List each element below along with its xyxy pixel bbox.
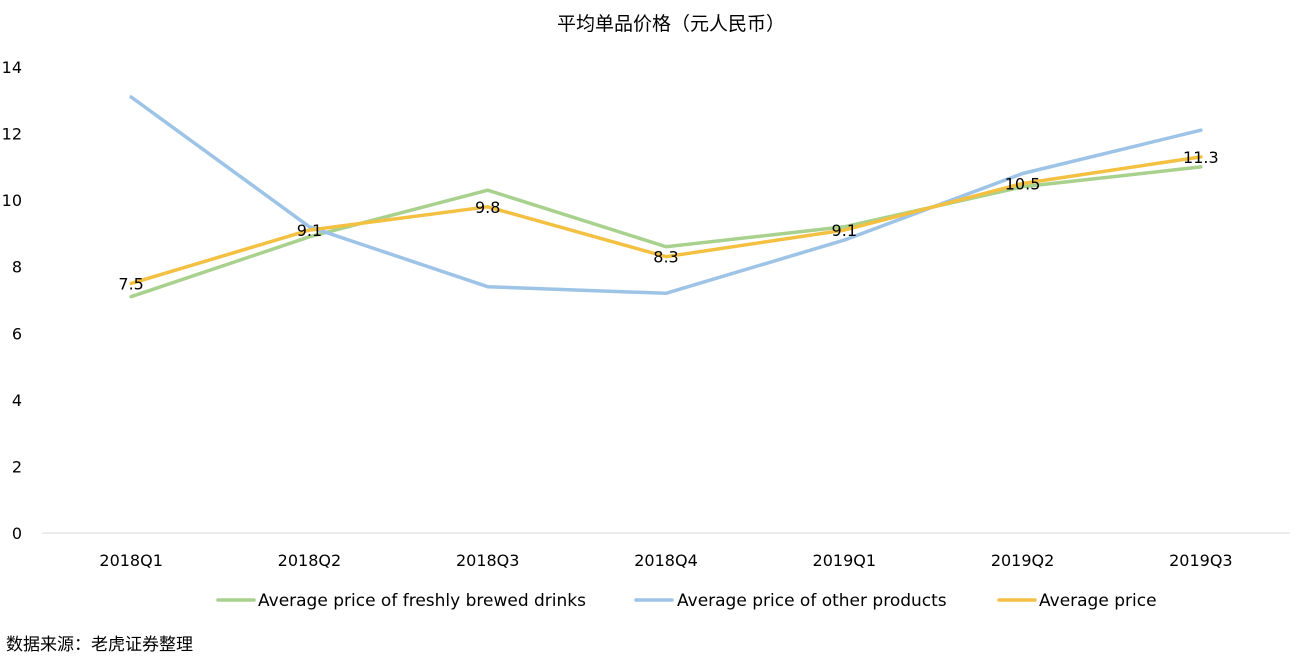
data-label: 11.3 xyxy=(1183,148,1219,167)
source-note: 数据来源：老虎证券整理 xyxy=(6,635,193,655)
y-tick-label: 6 xyxy=(12,324,22,343)
y-tick-label: 8 xyxy=(12,258,22,277)
y-tick-label: 12 xyxy=(2,125,22,144)
data-labels: 7.5 9.1 9.8 8.3 9.1 10.5 11.3 xyxy=(118,148,1218,293)
series-line-0 xyxy=(129,165,1203,299)
legend-label-0: Average price of freshly brewed drinks xyxy=(258,591,586,611)
x-tick-label: 2018Q3 xyxy=(456,551,520,570)
data-label: 9.1 xyxy=(297,221,322,240)
x-axis: 2018Q1 2018Q2 2018Q3 2018Q4 2019Q1 2019Q2 2019… xyxy=(99,551,1232,570)
x-tick-label: 2019Q2 xyxy=(991,551,1055,570)
data-label: 8.3 xyxy=(653,248,678,267)
chart-title: 平均单品价格（元人民币） xyxy=(557,13,785,35)
x-tick-label: 2019Q1 xyxy=(813,551,877,570)
legend-label-2: Average price xyxy=(1039,591,1157,611)
y-tick-label: 4 xyxy=(12,391,22,410)
series-line-1 xyxy=(129,95,1203,296)
data-label: 7.5 xyxy=(118,274,143,293)
x-tick-label: 2018Q4 xyxy=(634,551,698,570)
y-tick-label: 10 xyxy=(2,191,22,210)
series-line-2 xyxy=(129,155,1203,286)
x-tick-label: 2018Q1 xyxy=(99,551,163,570)
x-tick-label: 2019Q3 xyxy=(1169,551,1233,570)
series-lines xyxy=(129,95,1203,299)
y-axis: 0 2 4 6 8 10 12 14 xyxy=(2,58,22,543)
data-label: 9.8 xyxy=(475,198,500,217)
legend-label-1: Average price of other products xyxy=(677,591,947,611)
y-tick-label: 2 xyxy=(12,457,22,476)
data-label: 10.5 xyxy=(1005,175,1041,194)
y-tick-label: 0 xyxy=(12,524,22,543)
data-label: 9.1 xyxy=(832,221,857,240)
legend: Average price of freshly brewed drinks Av… xyxy=(216,591,1157,611)
y-tick-label: 14 xyxy=(2,58,22,77)
x-tick-label: 2018Q2 xyxy=(278,551,342,570)
